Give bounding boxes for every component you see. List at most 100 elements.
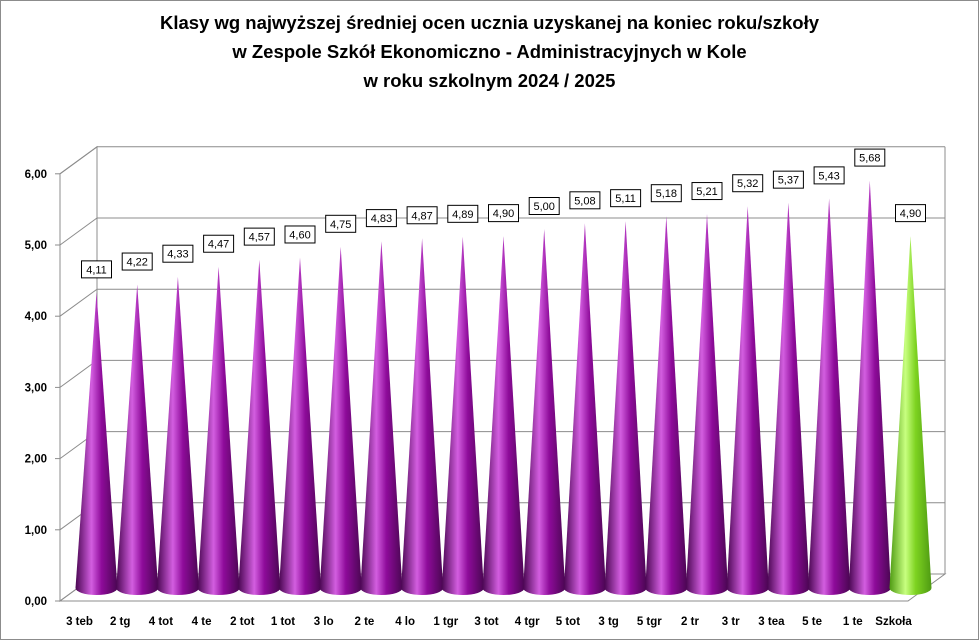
bar: [523, 229, 566, 595]
chart-title-line-2: w Zespole Szkół Ekonomiczno - Administra…: [232, 41, 747, 62]
data-label-box: [325, 214, 357, 233]
data-label-box: [772, 170, 804, 189]
bar: [279, 257, 321, 595]
bar: [116, 284, 159, 595]
bar: [238, 259, 281, 595]
x-tick-label: 3 teb: [66, 616, 93, 628]
y-tick-label: 2,00: [25, 454, 47, 466]
bar: [604, 221, 647, 595]
data-label-box: [81, 260, 112, 279]
data-label-box: [732, 174, 764, 193]
gridline: [59, 217, 945, 246]
data-label: 4,83: [371, 213, 392, 225]
chart-title: Klasy wg najwyższej średniej ocen ucznia…: [0, 8, 979, 95]
data-label: 4,87: [411, 210, 432, 222]
bar-school: [889, 236, 932, 595]
x-tick-label: 4 te: [192, 616, 212, 628]
bar: [848, 180, 891, 596]
x-tick-label: Szkoła: [875, 616, 912, 628]
x-tick-label: 2 tot: [230, 616, 254, 628]
x-tick-label: 4 tgr: [515, 616, 540, 628]
bar: [563, 223, 606, 595]
data-label-box: [162, 244, 194, 263]
data-label: 5,11: [615, 193, 636, 205]
y-tick-label: 3,00: [25, 382, 47, 394]
data-label-box: [569, 191, 601, 210]
x-tick-label: 1 tot: [271, 616, 295, 628]
x-tick-label: 3 lo: [314, 616, 334, 628]
data-labels: 4,11 4,22 4,33 4,47 4,57 4,60 4,75 4,83 4,87 4,89…: [81, 148, 926, 279]
data-label: 5,32: [737, 178, 758, 190]
y-axis-tick-labels: 0,00 1,00 2,00 3,00 4,00 5,00 6,00: [25, 169, 47, 608]
data-label: 5,43: [818, 170, 839, 182]
data-label-box: [121, 252, 153, 271]
bar: [319, 246, 362, 596]
bar: [401, 238, 444, 596]
data-label: 5,00: [533, 201, 554, 213]
data-label: 4,90: [493, 208, 514, 220]
y-tick-label: 4,00: [25, 311, 47, 323]
data-label-box: [203, 234, 235, 253]
bar: [686, 214, 728, 595]
data-label-box: [813, 166, 845, 185]
x-axis-tick-labels: 3 teb 2 tg 4 tot 4 te 2 tot 1 tot 3 lo 2 te 4 lo…: [66, 616, 912, 628]
data-label: 5,21: [696, 186, 717, 198]
data-label-box: [610, 189, 642, 208]
chart-title-line-3: w roku szkolnym 2024 / 2025: [363, 70, 616, 91]
data-label: 5,68: [859, 153, 880, 165]
data-label-box: [528, 197, 560, 215]
data-label: 4,90: [900, 208, 921, 220]
x-tick-label: 5 tgr: [637, 616, 662, 628]
bar: [441, 236, 484, 595]
data-label: 5,18: [656, 188, 677, 200]
bar: [726, 206, 769, 595]
chart-title-line-1: Klasy wg najwyższej średniej ocen ucznia…: [159, 12, 820, 33]
x-tick-label: 2 tg: [110, 616, 130, 628]
x-tick-label: 2 tr: [681, 616, 699, 628]
data-label: 4,60: [289, 229, 310, 241]
data-label: 4,47: [208, 239, 229, 251]
data-label-box: [691, 182, 723, 201]
bar: [645, 216, 688, 595]
data-label: 4,75: [330, 219, 351, 231]
bar: [808, 198, 851, 595]
data-label: 4,89: [452, 209, 473, 221]
x-tick-label: 2 te: [354, 616, 374, 628]
data-label-box: [488, 204, 519, 223]
bar: [197, 266, 240, 595]
data-label: 4,33: [167, 249, 188, 261]
y-tick-label: 1,00: [25, 525, 47, 537]
bar: [767, 202, 810, 595]
data-label: 5,37: [778, 175, 799, 187]
x-tick-label: 5 te: [802, 616, 822, 628]
data-label-box: [447, 204, 479, 223]
data-label-box: [895, 204, 926, 223]
data-label-box: [406, 206, 438, 225]
data-label-box: [650, 184, 682, 203]
y-tick-label: 0,00: [25, 596, 47, 608]
y-tick-label: 5,00: [25, 240, 47, 252]
x-tick-label: 4 tot: [149, 616, 173, 628]
x-tick-label: 5 tot: [556, 616, 580, 628]
bar: [156, 276, 199, 595]
bar: [482, 236, 525, 595]
data-label-box: [854, 148, 886, 167]
data-label-box: [284, 225, 316, 244]
x-tick-label: 3 tot: [474, 616, 498, 628]
x-tick-label: 4 lo: [395, 616, 415, 628]
data-label: 5,08: [574, 195, 595, 207]
bar: [75, 292, 118, 595]
bar: [360, 241, 403, 595]
data-label: 4,22: [126, 257, 147, 269]
x-tick-label: 3 tr: [722, 616, 740, 628]
x-tick-label: 1 te: [843, 616, 863, 628]
x-tick-label: 3 tea: [758, 616, 785, 628]
data-label-box: [365, 209, 397, 228]
data-label: 4,11: [86, 264, 107, 276]
data-bars: [75, 180, 932, 596]
data-label-box: [243, 227, 275, 246]
data-label: 4,57: [249, 232, 270, 244]
x-tick-label: 1 tgr: [433, 616, 458, 628]
x-tick-label: 3 tg: [598, 616, 618, 628]
